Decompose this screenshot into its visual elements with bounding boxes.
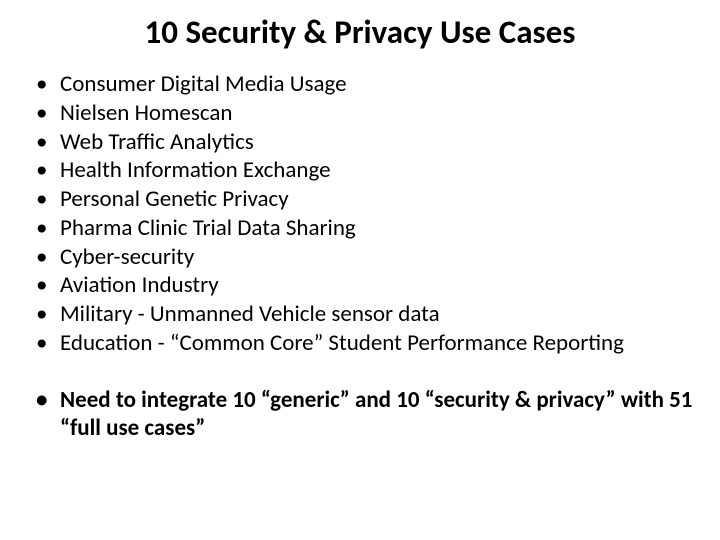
list-item: Web Traffic Analytics: [28, 128, 700, 157]
list-item: Education - “Common Core” Student Perfor…: [28, 329, 700, 358]
list-item: Military - Unmanned Vehicle sensor data: [28, 300, 700, 329]
slide-container: 10 Security & Privacy Use Cases Consumer…: [0, 0, 720, 540]
list-item: Consumer Digital Media Usage: [28, 70, 700, 99]
list-item: Health Information Exchange: [28, 156, 700, 185]
footer-list-item: Need to integrate 10 “generic” and 10 “s…: [28, 386, 700, 444]
list-item: Personal Genetic Privacy: [28, 185, 700, 214]
list-item: Cyber-security: [28, 243, 700, 272]
list-item: Aviation Industry: [28, 271, 700, 300]
spacer: [20, 358, 700, 386]
list-item: Nielsen Homescan: [28, 99, 700, 128]
footer-bullet-list: Need to integrate 10 “generic” and 10 “s…: [20, 386, 700, 444]
main-bullet-list: Consumer Digital Media Usage Nielsen Hom…: [20, 70, 700, 358]
list-item: Pharma Clinic Trial Data Sharing: [28, 214, 700, 243]
slide-title: 10 Security & Privacy Use Cases: [60, 12, 660, 52]
